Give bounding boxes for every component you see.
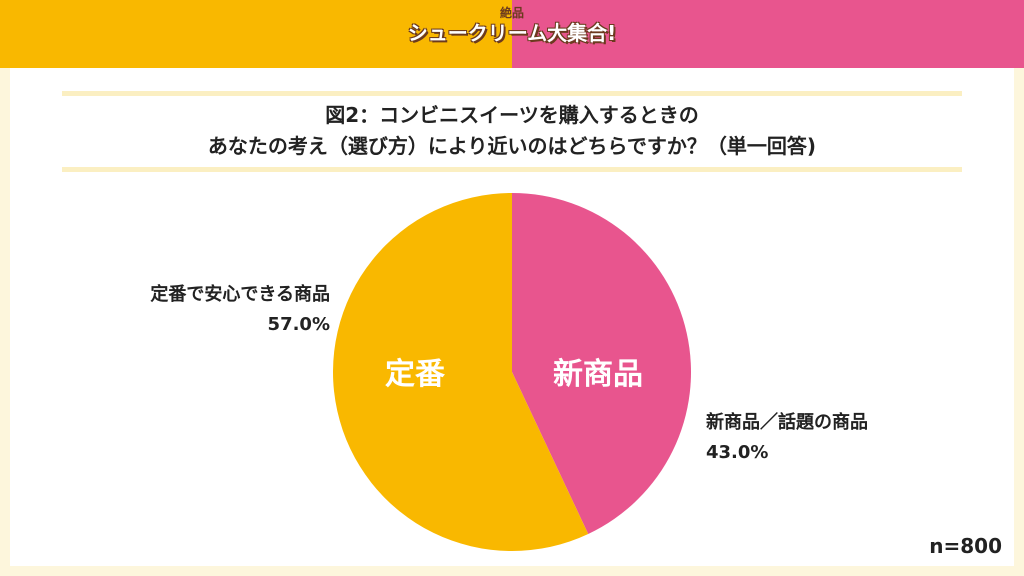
header-band-right [512, 0, 1024, 68]
legend-label-new: 新商品／話題の商品 43.0% [706, 408, 868, 468]
slice-label-new: 新商品 [553, 357, 643, 392]
legend-label-staple-name: 定番で安心できる商品 [150, 284, 330, 305]
chart-title: 図2：コンビニスイーツを購入するときの あなたの考え（選び方）により近いのはどち… [62, 100, 962, 162]
legend-label-new-value: 43.0% [706, 442, 769, 463]
logo-small-text: 絶品 [499, 6, 524, 20]
logo-main-text: シュークリーム大集合! [407, 21, 617, 45]
legend-label-staple: 定番で安心できる商品 57.0% [150, 280, 330, 340]
pie-slice-new-products [512, 193, 691, 534]
title-rule-top [62, 91, 962, 96]
pie-slice-staple-products [332, 193, 589, 551]
header-band-left [0, 0, 512, 68]
slice-label-staple: 定番 [385, 357, 445, 392]
sample-size-note: n=800 [929, 534, 1002, 558]
legend-label-staple-value: 57.0% [267, 314, 330, 335]
title-rule-bottom [62, 167, 962, 172]
chart-title-line-1: 図2：コンビニスイーツを購入するときの [325, 103, 699, 127]
logo: 絶品 シュークリーム大集合! [0, 6, 1024, 46]
chart-title-line-2: あなたの考え（選び方）により近いのはどちらですか？（単一回答) [207, 134, 817, 158]
header-band: 絶品 シュークリーム大集合! [0, 0, 1024, 68]
legend-label-new-name: 新商品／話題の商品 [706, 412, 868, 433]
